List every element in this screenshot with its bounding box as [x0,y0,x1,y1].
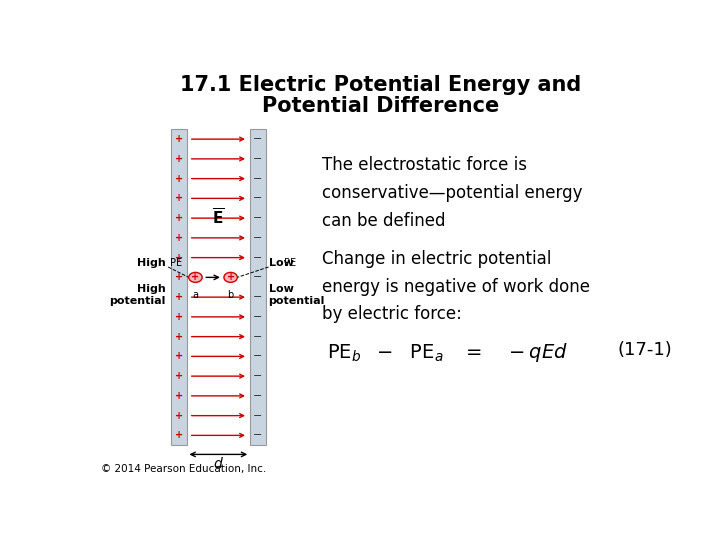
Text: © 2014 Pearson Education, Inc.: © 2014 Pearson Education, Inc. [101,464,266,474]
Text: +: + [175,213,183,223]
Text: Low: Low [269,258,294,268]
Text: b: b [227,290,233,300]
Text: (17-1): (17-1) [617,341,672,359]
Text: −: − [253,391,263,401]
Text: +: + [175,391,183,401]
Text: −: − [253,253,263,262]
Text: −: − [253,312,263,322]
Text: +: + [175,312,183,322]
Circle shape [189,272,202,282]
Text: +: + [175,193,183,204]
Text: +: + [175,253,183,262]
Text: +: + [175,233,183,243]
Text: −: − [253,233,263,243]
Text: +: + [227,272,235,282]
Text: PE: PE [170,258,182,268]
Text: High
potential: High potential [109,284,166,306]
Text: −: − [253,430,263,441]
Text: +: + [175,174,183,184]
Text: +: + [175,352,183,361]
Text: +: + [175,292,183,302]
Text: +: + [175,272,183,282]
Text: −: − [253,213,263,223]
Text: $\mathbf{\overline{E}}$: $\mathbf{\overline{E}}$ [212,208,225,228]
Text: −: − [253,174,263,184]
Text: −: − [253,371,263,381]
Text: $\mathrm{PE}_b\ \ -\ \ \mathrm{PE}_a\ \ \ =\ \ \ -qEd$: $\mathrm{PE}_b\ \ -\ \ \mathrm{PE}_a\ \ … [327,341,568,365]
Text: +: + [175,430,183,441]
Text: −: − [253,193,263,204]
Text: +: + [175,154,183,164]
Text: 17.1 Electric Potential Energy and: 17.1 Electric Potential Energy and [179,75,581,95]
Circle shape [224,272,238,282]
Text: −: − [253,134,263,144]
Text: −: − [253,292,263,302]
Text: The electrostatic force is
conservative—potential energy
can be defined: The electrostatic force is conservative—… [322,156,582,230]
Bar [250,129,266,446]
Text: −: − [253,332,263,342]
Text: −: − [253,272,263,282]
Text: +: + [192,272,199,282]
Text: +: + [175,410,183,421]
Text: High: High [137,258,166,268]
Text: Change in electric potential
energy is negative of work done
by electric force:: Change in electric potential energy is n… [322,250,590,323]
Text: a: a [192,290,198,300]
Text: +: + [175,332,183,342]
Text: PE: PE [284,258,297,268]
Text: $d$: $d$ [213,456,224,471]
Text: −: − [253,154,263,164]
Text: +: + [175,371,183,381]
Text: Low
potential: Low potential [269,284,325,306]
Bar [171,129,186,446]
Text: Potential Difference: Potential Difference [261,96,499,116]
Text: −: − [253,352,263,361]
Text: −: − [253,410,263,421]
Text: +: + [175,134,183,144]
